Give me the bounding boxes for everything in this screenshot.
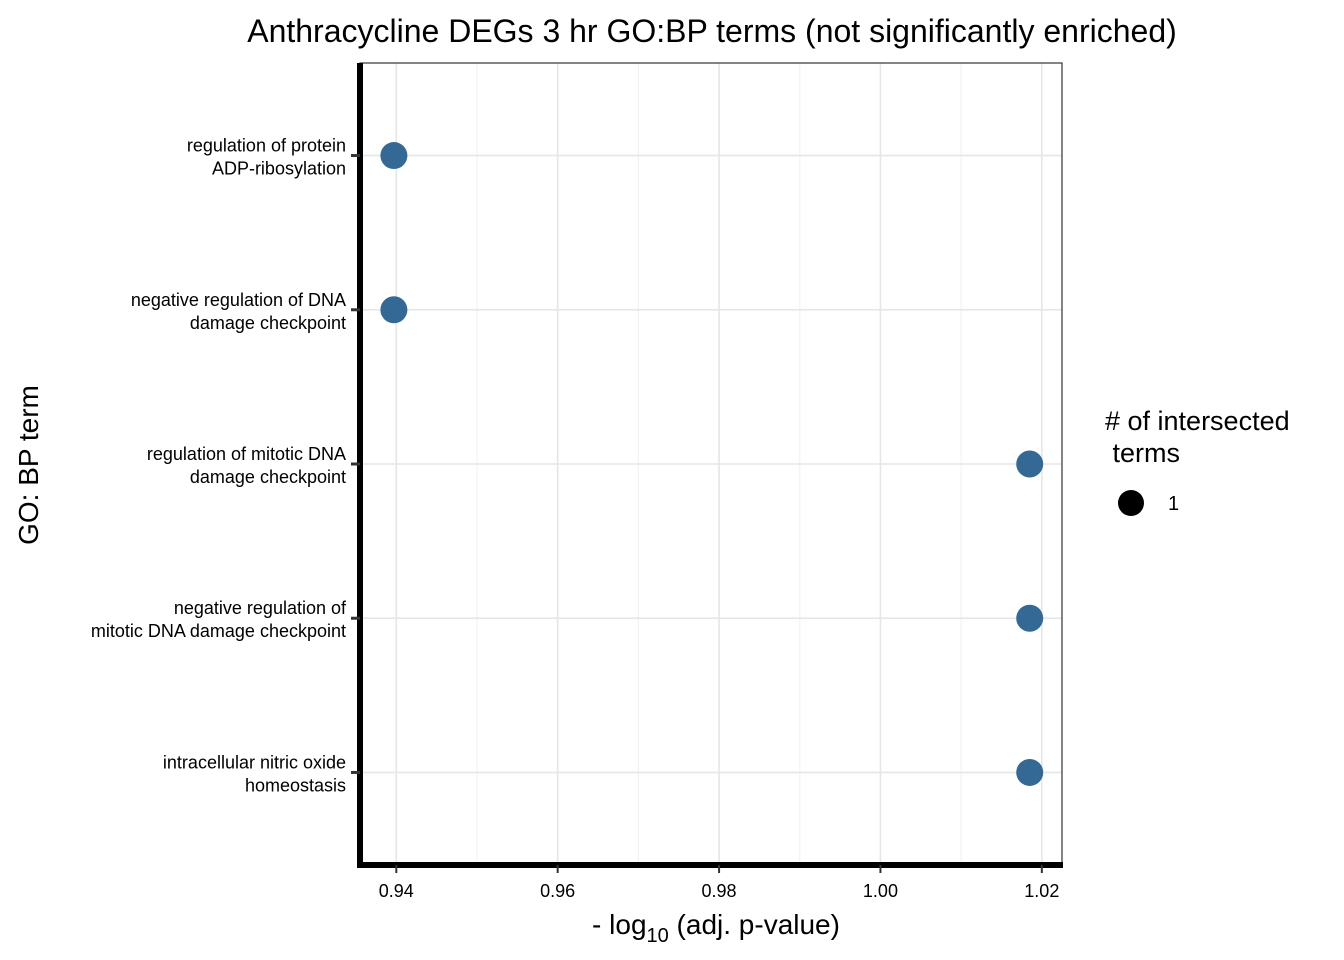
y-tick-label: intracellular nitric oxide homeostasis bbox=[163, 752, 346, 795]
y-tick-label-line: damage checkpoint bbox=[190, 313, 346, 333]
data-point bbox=[380, 296, 408, 324]
points-layer bbox=[380, 142, 1044, 786]
legend-label: 1 bbox=[1168, 493, 1179, 515]
y-tick-label-line: intracellular nitric oxide bbox=[163, 752, 346, 772]
legend-title-line-2: terms bbox=[1105, 438, 1180, 468]
y-tick-label-line: regulation of mitotic DNA bbox=[147, 444, 346, 464]
y-tick-label-line: negative regulation of bbox=[174, 598, 347, 618]
x-axis-label: - log10 (adj. p-value) bbox=[592, 909, 840, 947]
x-tick-label: 0.96 bbox=[540, 881, 575, 901]
x-tick-label: 1.00 bbox=[863, 881, 898, 901]
legend-entries: 1 bbox=[1118, 490, 1179, 516]
x-tick-label: 0.98 bbox=[702, 881, 737, 901]
plot-panel bbox=[357, 62, 1063, 868]
data-point bbox=[380, 142, 408, 170]
chart-title: Anthracycline DEGs 3 hr GO:BP terms (not… bbox=[247, 13, 1177, 49]
x-tick-label: 0.94 bbox=[379, 881, 414, 901]
y-tick-label: regulation of protein ADP-ribosylation bbox=[187, 136, 346, 179]
grid-layer bbox=[360, 63, 1062, 865]
y-tick-label-line: ADP-ribosylation bbox=[212, 159, 346, 179]
legend-title: # of intersected terms bbox=[1105, 406, 1297, 468]
x-axis-ticks: 0.94 0.96 0.98 1.00 1.02 bbox=[379, 865, 1059, 901]
data-point bbox=[1016, 450, 1044, 478]
y-tick-label-line: homeostasis bbox=[245, 775, 346, 795]
legend-title-line-1: # of intersected bbox=[1105, 406, 1290, 436]
y-tick-label-line: mitotic DNA damage checkpoint bbox=[91, 621, 346, 641]
legend: # of intersected terms 1 bbox=[1105, 406, 1297, 516]
y-tick-label-line: negative regulation of DNA bbox=[131, 290, 346, 310]
data-point bbox=[1016, 604, 1044, 632]
y-axis-label: GO: BP term bbox=[13, 385, 44, 545]
y-tick-label-line: regulation of protein bbox=[187, 136, 346, 156]
y-tick-label: negative regulation of DNA damage checkpo… bbox=[131, 290, 346, 333]
legend-key bbox=[1118, 490, 1144, 516]
data-point bbox=[1016, 758, 1044, 786]
y-tick-label-line: damage checkpoint bbox=[190, 467, 346, 487]
y-axis-ticks: regulation of protein ADP-ribosylation neg… bbox=[91, 136, 360, 795]
x-tick-label: 1.02 bbox=[1024, 881, 1059, 901]
y-tick-label: negative regulation of mitotic DNA damage… bbox=[91, 598, 347, 641]
y-tick-label: regulation of mitotic DNA damage checkpoi… bbox=[147, 444, 346, 487]
